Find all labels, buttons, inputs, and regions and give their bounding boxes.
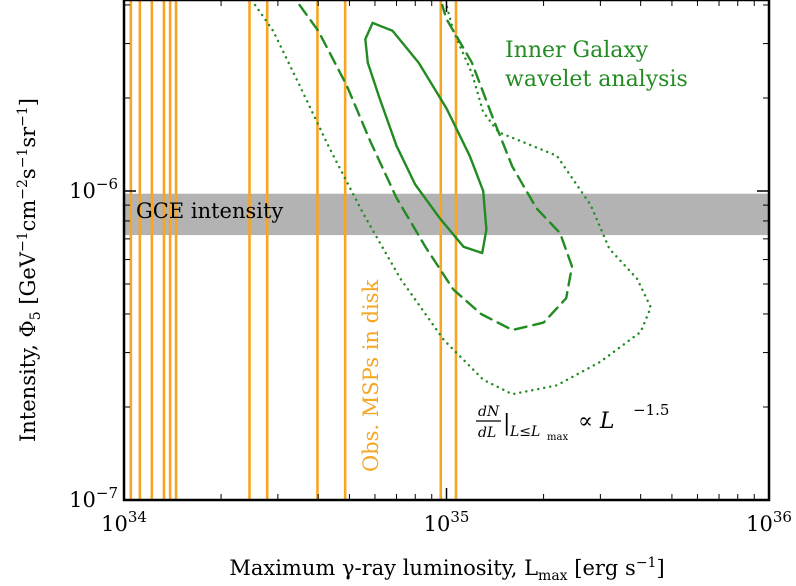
y-axis-label-sup3: −1 — [15, 148, 31, 169]
msp-lines-group — [129, 0, 458, 500]
y-axis-label-cm: cm — [16, 200, 40, 232]
plot-frame — [122, 0, 771, 502]
y-axis-label: Intensity, Φ5 [GeV−1cm−2s−1sr−1] — [15, 98, 44, 442]
annotation-line-1: Inner Galaxy — [505, 38, 649, 63]
relation-denominator: dL — [478, 425, 496, 441]
y-axis-label-main: Intensity, Φ — [16, 320, 40, 442]
y-tick-label-exp: −6 — [96, 175, 118, 193]
relation-condition-sub: max — [547, 432, 568, 443]
contours-group — [253, 3, 652, 396]
gce-intensity-band — [124, 193, 769, 236]
y-axis-label-sub: 5 — [28, 311, 44, 320]
contour-dashed — [298, 3, 574, 332]
x-tick-label-base: 10 — [424, 512, 451, 536]
y-axis-label-sr: sr — [16, 126, 40, 148]
x-tick-label-0: 1034 — [101, 508, 147, 536]
y-axis-label-sup2: −2 — [15, 179, 31, 200]
contour-solid — [364, 21, 488, 255]
annotation-line-2: wavelet analysis — [505, 67, 688, 92]
x-tick-label-base: 10 — [101, 512, 128, 536]
x-tick-label-2: 1036 — [746, 508, 792, 536]
relation-bar: | — [503, 411, 510, 436]
y-tick-label-base: 10 — [69, 488, 96, 512]
relation-condition: L≤L — [509, 424, 540, 440]
y-axis-label-end: ] — [16, 98, 40, 106]
relation-numerator: dN — [478, 404, 500, 420]
x-tick-label-base: 10 — [746, 512, 773, 536]
y-tick-label-1: 10−6 — [69, 175, 118, 203]
y-axis-label-sup4: −1 — [15, 106, 31, 127]
x-axis-label-end: ] — [656, 556, 664, 580]
x-axis-label-sub: max — [538, 568, 568, 584]
y-axis-label-s: s — [16, 168, 40, 179]
y-tick-label-0: 10−7 — [69, 484, 118, 512]
x-axis-label-main: Maximum γ-ray luminosity, L — [229, 556, 538, 580]
x-axis-label: Maximum γ-ray luminosity, Lmax [erg s−1] — [229, 555, 664, 584]
x-axis-label-unit: [erg s — [568, 556, 636, 580]
x-tick-label-exp: 34 — [128, 508, 147, 526]
y-tick-label-exp: −7 — [96, 484, 118, 502]
x-tick-label-1: 1035 — [424, 508, 470, 536]
relation-exponent: −1.5 — [633, 401, 669, 419]
x-axis-label-unit-sup: −1 — [636, 555, 657, 571]
x-tick-label-exp: 36 — [773, 508, 792, 526]
msp-label: Obs. MSPs in disk — [359, 279, 383, 472]
relation-proportional: ∝ L — [578, 409, 615, 434]
y-axis-label-sup1: −1 — [15, 231, 31, 252]
y-tick-label-base: 10 — [69, 179, 96, 203]
y-axis-label-unit: [GeV — [16, 251, 40, 311]
contour-dotted — [253, 3, 652, 396]
relation-formula: dN dL | L≤L max ∝ L −1.5 — [476, 401, 669, 443]
x-tick-label-exp: 35 — [450, 508, 469, 526]
gce-band-label: GCE intensity — [136, 199, 283, 223]
